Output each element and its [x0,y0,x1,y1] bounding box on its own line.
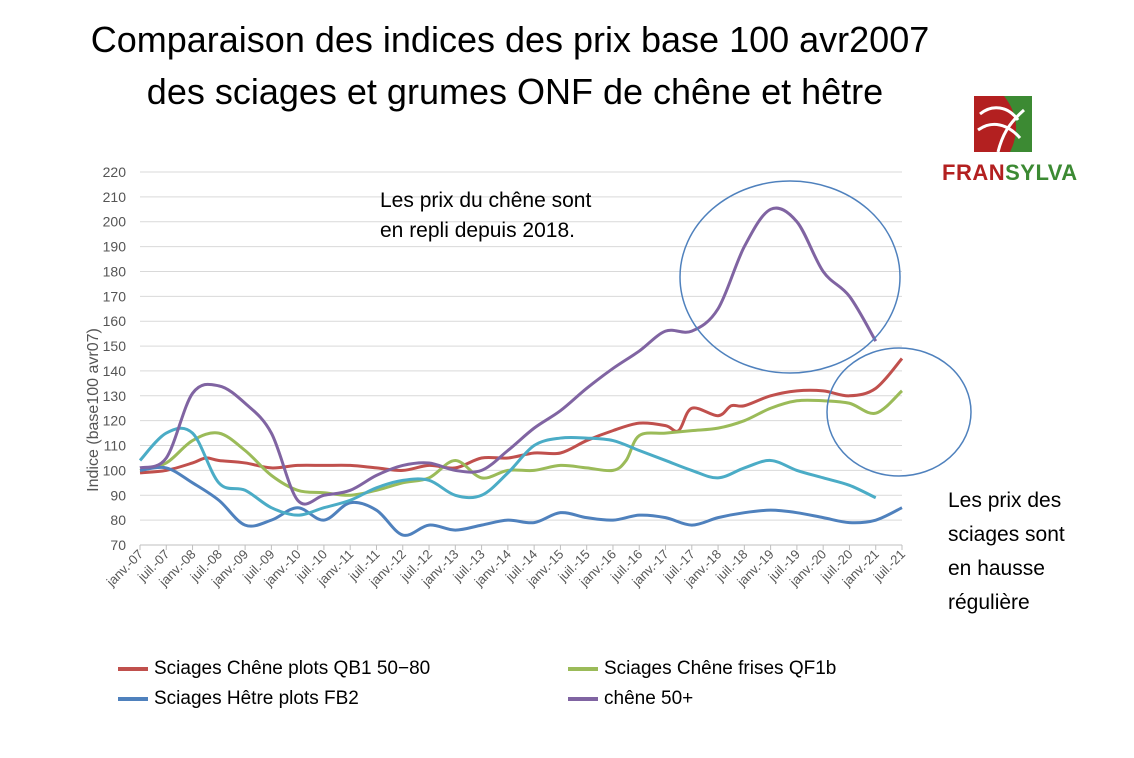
grid-lines [140,171,902,546]
legend-item: Sciages Hêtre plots FB2 [118,688,359,710]
legend-label: Sciages Chêne frises QF1b [604,658,837,679]
series-line [139,357,904,475]
fransylva-logo: FRANSYLVA [942,96,1077,188]
y-tick-label: 170 [103,288,127,304]
annotation-sawn-rise: Les prix des sciages sont en hausse régu… [948,489,1065,614]
y-tick-label: 210 [103,189,127,205]
y-tick-label: 70 [110,537,126,553]
legend-item: Sciages Chêne frises QF1b [568,658,836,680]
highlight-circle-sawn-rise [826,347,972,477]
series-lines [138,206,904,537]
series-line [139,389,904,497]
highlight-circle-oak-peak [679,180,901,374]
y-tick-label: 140 [103,363,127,379]
fransylva-wordmark: FRANSYLVA [942,160,1078,186]
fransylva-emblem-icon [974,96,1032,152]
y-tick-label: 220 [103,164,127,180]
y-tick-label: 150 [103,338,127,354]
legend-swatch [118,667,148,671]
y-tick-label: 80 [110,512,126,528]
logo-text-part1: FRAN [942,160,1006,185]
series-line [139,206,878,506]
annotation-oak-decline: Les prix du chêne sont en repli depuis 2… [380,189,592,242]
y-tick-label: 200 [103,214,127,230]
series-line [138,426,877,517]
legend-label: Sciages Hêtre plots FB2 [154,688,359,709]
legend-label: Sciages Chêne plots QB1 50−80 [154,658,431,679]
x-axis-ticks: janv.-07juil.-07janv.-08juil.-08janv.-09… [103,545,908,590]
y-tick-label: 160 [103,313,127,329]
y-tick-label: 120 [103,413,127,429]
legend-item: Sciages Chêne plots QB1 50−80 [118,658,430,680]
legend-item: chêne 50+ [568,688,693,710]
y-tick-label: 90 [110,487,126,503]
series-line [139,465,903,537]
logo-text-part2: SYLVA [1005,160,1078,185]
y-tick-label: 110 [104,438,127,454]
y-tick-label: 180 [103,263,127,279]
legend-swatch [118,697,148,701]
y-axis-ticks: 70 80 90 100 110 120 130 140 150 160 170 180 190 200 2… [103,164,127,553]
legend-swatch [568,697,598,701]
y-tick-label: 100 [103,462,127,478]
legend-label: chêne 50+ [604,688,694,709]
y-tick-label: 130 [103,388,127,404]
chart-title-line2: des sciages et grumes ONF de chêne et hê… [146,71,884,112]
legend-swatch [568,667,598,671]
y-axis-label: Indice (base100 avr07) [85,328,102,492]
chart-title-line1: Comparaison des indices des prix base 10… [90,19,930,60]
y-tick-label: 190 [103,239,127,255]
